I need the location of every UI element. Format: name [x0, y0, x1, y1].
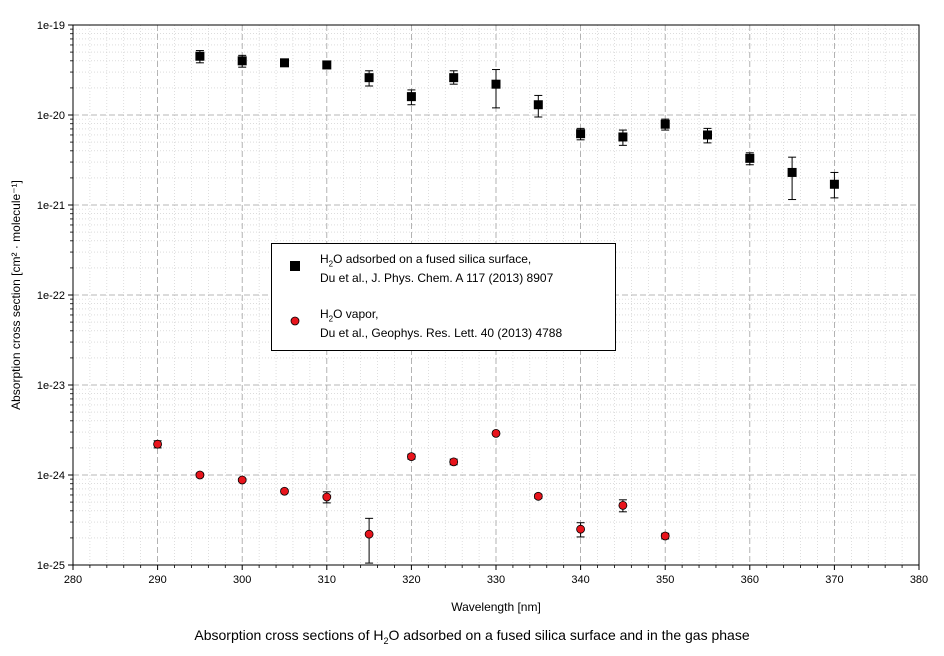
adsorbed-point — [322, 60, 332, 70]
circle-marker — [406, 452, 416, 462]
square-marker — [406, 92, 416, 102]
square-marker — [449, 73, 459, 83]
x-tick-label: 350 — [656, 574, 674, 586]
circle-marker — [280, 486, 289, 496]
adsorbed-point — [787, 156, 797, 201]
vapor-point — [491, 428, 501, 438]
adsorbed-point — [195, 50, 205, 64]
adsorbed-point — [829, 171, 839, 199]
square-marker — [533, 100, 543, 110]
circle-marker — [153, 439, 163, 449]
y-tick-label: 1e-20 — [37, 110, 65, 122]
square-marker — [237, 56, 247, 66]
square-marker — [491, 79, 501, 89]
x-tick-label: 290 — [148, 574, 166, 586]
legend: H2O adsorbed on a fused silica surface, … — [271, 243, 616, 351]
adsorbed-point — [280, 58, 289, 68]
axis-ticks: 280 290 300 310 320 330 340 350 360 370 380 1e-25 1e… — [37, 20, 928, 586]
adsorbed-point — [660, 118, 670, 131]
x-tick-label: 380 — [910, 574, 928, 586]
legend-label-vapor: H2O vapor, — [320, 307, 379, 324]
adsorbed-point — [618, 129, 628, 146]
vapor-point — [153, 439, 163, 449]
legend-reference-adsorbed: Du et al., J. Phys. Chem. A 117 (2013) 8… — [320, 271, 554, 285]
vapor-point — [195, 470, 205, 480]
y-tick-label: 1e-23 — [37, 380, 65, 392]
y-tick-label: 1e-24 — [37, 470, 65, 482]
square-marker — [829, 179, 839, 189]
vapor-point — [322, 491, 332, 504]
vapor-point — [364, 517, 374, 564]
square-marker — [660, 119, 670, 129]
y-tick-label: 1e-22 — [37, 290, 65, 302]
vapor-point — [660, 531, 670, 541]
vapor-point — [533, 491, 543, 501]
adsorbed-point — [406, 89, 416, 106]
vapor-point — [449, 457, 459, 467]
x-tick-label: 310 — [318, 574, 336, 586]
legend-label-adsorbed: H2O adsorbed on a fused silica surface, — [320, 252, 532, 269]
x-tick-label: 320 — [402, 574, 420, 586]
square-marker — [618, 132, 628, 142]
y-axis-title: Absorption cross section [cm² · molecule… — [9, 180, 23, 410]
legend-reference-vapor: Du et al., Geophys. Res. Lett. 40 (2013)… — [320, 326, 563, 340]
legend-entry-vapor: H2O vapor, Du et al., Geophys. Res. Lett… — [272, 305, 615, 345]
circle-marker — [364, 529, 374, 539]
x-axis-title: Wavelength [nm] — [451, 600, 541, 614]
x-tick-label: 370 — [825, 574, 843, 586]
adsorbed-point — [491, 69, 501, 109]
y-tick-label: 1e-21 — [37, 200, 65, 212]
y-tick-label: 1e-25 — [37, 560, 65, 572]
square-marker — [787, 167, 797, 177]
x-tick-label: 300 — [233, 574, 251, 586]
circle-marker — [660, 531, 670, 541]
legend-entry-adsorbed: H2O adsorbed on a fused silica surface, … — [272, 250, 615, 290]
x-tick-label: 330 — [487, 574, 505, 586]
square-marker — [364, 73, 374, 83]
adsorbed-point — [237, 54, 247, 68]
vapor-point — [280, 486, 289, 496]
adsorbed-point — [449, 70, 459, 85]
square-marker — [576, 129, 586, 139]
circle-marker — [533, 491, 543, 501]
vapor-point — [406, 452, 416, 462]
circle-marker — [237, 475, 247, 485]
square-marker — [322, 60, 332, 70]
data-points — [153, 50, 839, 564]
adsorbed-point — [703, 127, 712, 144]
x-tick-label: 340 — [571, 574, 589, 586]
vapor-point — [576, 522, 585, 538]
circle-marker — [449, 457, 459, 467]
square-marker — [195, 51, 205, 61]
legend-marker-circle — [290, 316, 300, 326]
square-marker — [703, 130, 712, 140]
adsorbed-point — [364, 70, 374, 87]
square-marker — [280, 58, 289, 68]
x-tick-label: 360 — [741, 574, 759, 586]
x-tick-label: 280 — [64, 574, 82, 586]
square-marker — [745, 153, 755, 163]
circle-marker — [618, 500, 628, 510]
chart-caption: Absorption cross sections of H2O adsorbe… — [194, 627, 750, 646]
circle-marker — [491, 428, 501, 438]
circle-marker — [576, 524, 585, 534]
adsorbed-point — [576, 127, 586, 141]
circle-marker — [195, 470, 205, 480]
vapor-point — [618, 499, 628, 513]
adsorbed-point — [745, 152, 755, 166]
adsorbed-point — [533, 94, 543, 118]
legend-marker-square — [290, 261, 300, 271]
vapor-point — [237, 475, 247, 485]
y-tick-label: 1e-19 — [37, 20, 65, 32]
circle-marker — [322, 492, 332, 502]
